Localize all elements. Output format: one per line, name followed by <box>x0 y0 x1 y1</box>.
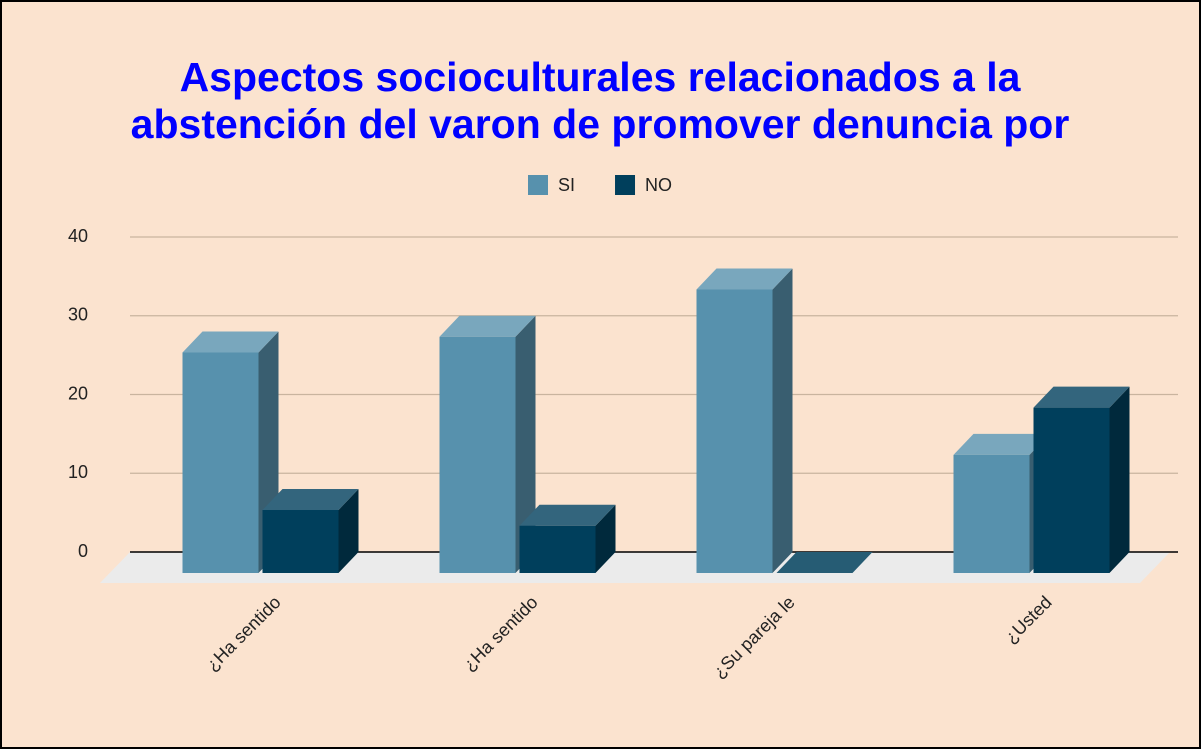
bar-top <box>182 331 279 353</box>
bar-top <box>776 552 873 573</box>
bar-top <box>262 489 359 510</box>
bar <box>519 504 616 573</box>
chart-title: abstención del varon de promover denunci… <box>131 101 1070 147</box>
bar-side <box>772 268 793 573</box>
legend-label: SI <box>558 175 575 195</box>
bar-front <box>182 352 259 573</box>
bar-top <box>519 504 616 526</box>
bar-front <box>953 454 1030 573</box>
bar-side <box>595 504 616 573</box>
floor <box>100 552 1170 583</box>
bar <box>439 315 536 573</box>
y-tick-label: 30 <box>68 305 88 325</box>
bar <box>1033 386 1130 573</box>
y-tick-label: 10 <box>68 462 88 482</box>
bar-top <box>696 268 793 290</box>
legend-swatch <box>615 175 636 195</box>
legend-swatch <box>528 175 548 195</box>
chart-title: Aspectos socioculturales relacionados a … <box>180 54 1022 100</box>
bar-top <box>439 315 536 337</box>
bar-side <box>1109 386 1130 573</box>
bar <box>696 268 793 573</box>
bar <box>776 552 873 573</box>
bar-front <box>519 525 596 573</box>
legend-label: NO <box>645 175 672 195</box>
bar <box>953 433 1050 573</box>
bar-top <box>1033 386 1130 408</box>
y-tick-label: 40 <box>68 226 88 246</box>
bar-side <box>515 315 536 573</box>
bar-front <box>262 510 339 573</box>
bar-side <box>338 489 359 573</box>
y-tick-label: 20 <box>68 383 88 403</box>
y-tick-label: 0 <box>78 541 88 561</box>
bar-front <box>439 336 516 573</box>
bar-front <box>1033 407 1110 573</box>
bar-top <box>953 433 1050 455</box>
bar <box>262 489 359 573</box>
bar-front <box>696 289 773 573</box>
